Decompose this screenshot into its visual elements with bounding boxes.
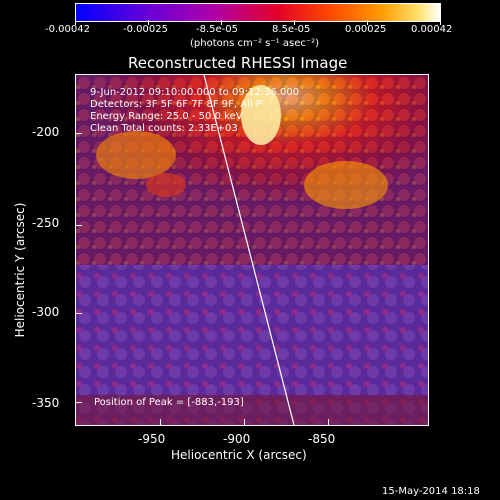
colorbar-label-1: -0.00042 xyxy=(45,24,90,35)
colorbar-label-2: -0.00025 xyxy=(123,24,168,35)
clean-counts: Clean Total counts: 2.33E+03 xyxy=(90,123,238,134)
rhessi-image: 9-Jun-2012 09:10:00.000 to 09:12:36.000 … xyxy=(75,74,429,426)
y-tick-200: -200 xyxy=(32,125,60,139)
y-tick-250: -250 xyxy=(32,216,60,230)
detectors: Detectors: 3F 5F 6F 7F 8F 9F, All P xyxy=(90,99,262,110)
obs-time: 9-Jun-2012 09:10:00.000 to 09:12:36.000 xyxy=(90,87,300,98)
plot-title: Reconstructed RHESSI Image xyxy=(128,54,348,72)
y-axis-label: Heliocentric Y (arcsec) xyxy=(13,202,27,338)
colorbar-label-5: 0.00025 xyxy=(345,24,387,35)
x-axis-label: Heliocentric X (arcsec) xyxy=(171,448,307,462)
x-tick-850: -850 xyxy=(308,432,336,446)
image-svg xyxy=(76,75,428,425)
colorbar-label-6: 0.00042 xyxy=(411,24,453,35)
x-tick-900: -900 xyxy=(223,432,251,446)
colorbar-ticks xyxy=(75,0,441,30)
peak-position: Position of Peak = [-883,-193] xyxy=(94,397,244,408)
energy-range: Energy Range: 25.0 - 50.0 keV xyxy=(90,111,243,122)
colorbar-label-4: 8.5e-05 xyxy=(272,24,311,35)
y-tick-350: -350 xyxy=(32,396,60,410)
render-date: 15-May-2014 18:18 xyxy=(382,486,480,497)
colorbar-label-3: -8.5e-05 xyxy=(196,24,238,35)
colorbar-units: (photons cm⁻² s⁻¹ asec⁻²) xyxy=(190,38,320,49)
y-tick-300: -300 xyxy=(32,305,60,319)
colorbar xyxy=(75,3,441,22)
x-tick-950: -950 xyxy=(138,432,166,446)
